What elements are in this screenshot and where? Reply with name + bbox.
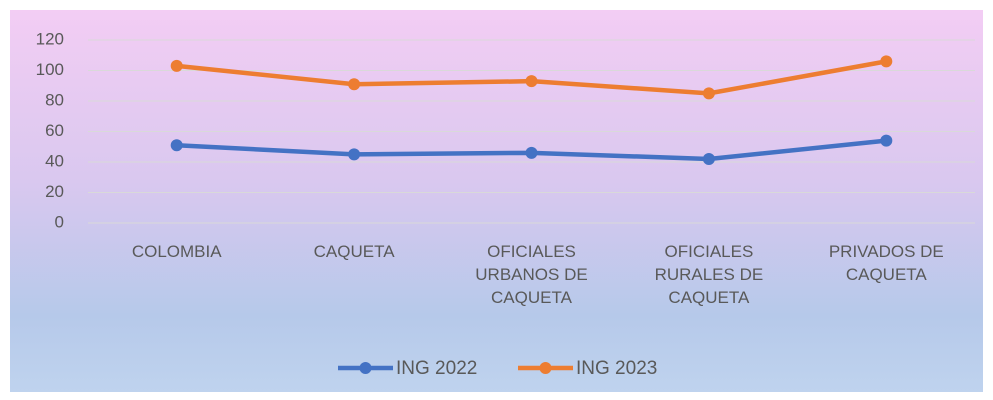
- data-point: [348, 148, 361, 161]
- data-point: [170, 139, 183, 152]
- y-tick-label: 0: [55, 212, 64, 231]
- x-tick-label: CAQUETA: [313, 242, 395, 261]
- data-point: [170, 59, 183, 72]
- y-tick-label: 100: [36, 60, 64, 79]
- x-tick-label: OFICIALES URBANOS DE CAQUETA: [475, 242, 588, 307]
- legend-marker: [539, 362, 552, 374]
- y-tick-label: 20: [45, 182, 64, 201]
- data-point: [880, 55, 893, 68]
- legend-marker: [359, 362, 372, 374]
- legend-label: ING 2023: [576, 358, 657, 379]
- x-tick-label: COLOMBIA: [131, 242, 222, 261]
- x-tick-label: PRIVADOS DE CAQUETA: [828, 242, 944, 284]
- x-tick-label: OFICIALES RURALES DE CAQUETA: [654, 242, 764, 307]
- data-point: [525, 75, 538, 88]
- data-point: [880, 134, 893, 147]
- data-point: [702, 87, 715, 100]
- y-tick-label: 60: [45, 121, 64, 140]
- y-tick-label: 40: [45, 151, 64, 170]
- y-tick-label: 120: [36, 29, 64, 48]
- data-point: [348, 78, 361, 91]
- legend-label: ING 2022: [396, 358, 477, 379]
- data-point: [525, 146, 538, 159]
- y-tick-label: 80: [45, 90, 64, 109]
- data-point: [702, 152, 715, 165]
